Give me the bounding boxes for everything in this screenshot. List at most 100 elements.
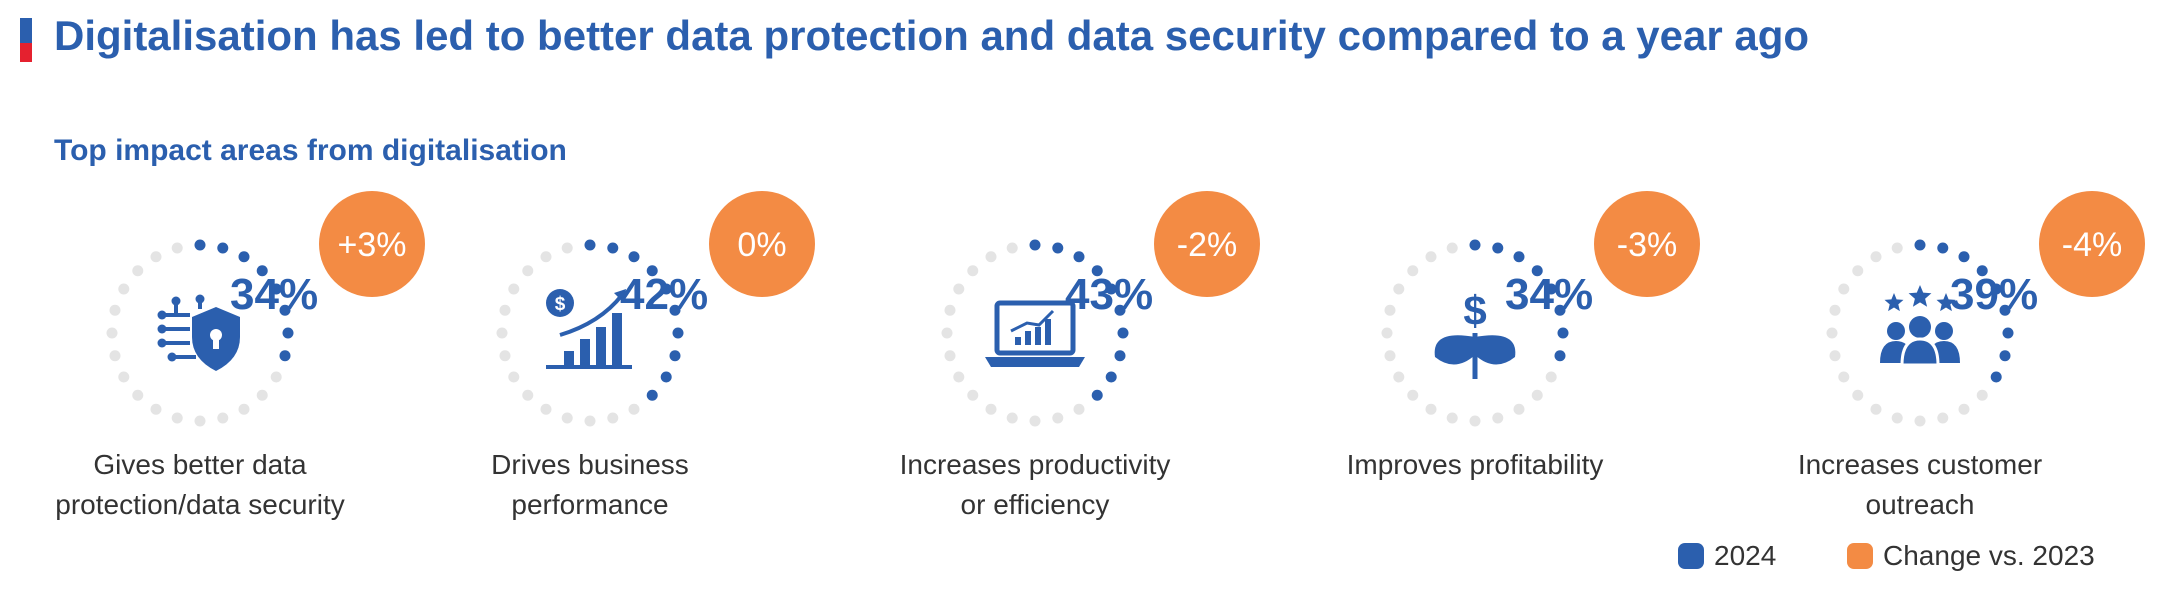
progress-dot-filled bbox=[1114, 350, 1126, 362]
star-shape bbox=[1936, 293, 1956, 312]
progress-dot-empty bbox=[1006, 242, 1018, 254]
circuit-node bbox=[157, 324, 167, 334]
category-label: Improves profitability bbox=[1295, 445, 1655, 485]
progress-dot-filled bbox=[1513, 251, 1525, 263]
laptop-bar bbox=[1025, 331, 1031, 345]
progress-dot-empty bbox=[1407, 389, 1419, 401]
chart-subtitle: Top impact areas from digitalisation bbox=[54, 134, 567, 167]
change-badge bbox=[1594, 191, 1700, 297]
progress-dot-filled bbox=[1052, 242, 1064, 254]
progress-dot-empty bbox=[109, 304, 121, 316]
progress-dot-empty bbox=[508, 371, 520, 383]
progress-dot-filled bbox=[669, 350, 681, 362]
progress-dot-filled bbox=[1999, 350, 2011, 362]
progress-dot-filled bbox=[1029, 239, 1041, 251]
progress-dot-filled bbox=[1557, 327, 1569, 339]
progress-dot-filled bbox=[660, 371, 672, 383]
progress-dot-empty bbox=[1073, 403, 1085, 415]
change-badge bbox=[1154, 191, 1260, 297]
growth-bar bbox=[612, 313, 622, 365]
progress-dot-empty bbox=[1381, 327, 1393, 339]
category-label-line: protection/data security bbox=[55, 489, 345, 520]
progress-dot-empty bbox=[540, 251, 552, 263]
progress-dot-filled bbox=[1554, 304, 1566, 316]
progress-dot-empty bbox=[1852, 265, 1864, 277]
category-label-line: outreach bbox=[1865, 489, 1975, 520]
laptop-trend-line bbox=[1010, 309, 1055, 333]
progress-dot-filled bbox=[194, 239, 206, 251]
progress-dot-empty bbox=[150, 251, 162, 263]
growth-chart-icon: $ bbox=[546, 289, 632, 369]
progress-dot-empty bbox=[607, 412, 619, 424]
progress-dot-filled bbox=[1073, 251, 1085, 263]
progress-dot-empty bbox=[150, 403, 162, 415]
progress-dot-filled bbox=[1105, 371, 1117, 383]
progress-dot-empty bbox=[171, 242, 183, 254]
person-head bbox=[1935, 322, 1953, 340]
progress-dot-filled bbox=[672, 327, 684, 339]
progress-dot-empty bbox=[1870, 251, 1882, 263]
impact-item: 34% +3% bbox=[106, 191, 425, 427]
progress-dot-filled bbox=[279, 304, 291, 316]
progress-dot-filled bbox=[1091, 389, 1103, 401]
progress-dot-empty bbox=[1384, 350, 1396, 362]
progress-dot-filled bbox=[660, 283, 672, 295]
keyhole-slot bbox=[213, 337, 219, 349]
circuit-node bbox=[157, 310, 167, 320]
change-badge bbox=[709, 191, 815, 297]
progress-dot-filled bbox=[1958, 251, 1970, 263]
progress-dot-filled bbox=[1114, 304, 1126, 316]
growth-arrow-head bbox=[614, 289, 626, 303]
progress-dot-empty bbox=[217, 412, 229, 424]
progress-dot-filled bbox=[270, 283, 282, 295]
progress-dot-filled bbox=[1554, 350, 1566, 362]
progress-dot-filled bbox=[279, 350, 291, 362]
progress-dot-empty bbox=[941, 327, 953, 339]
change-badge-text: -3% bbox=[1617, 226, 1677, 264]
progress-dot-empty bbox=[1870, 403, 1882, 415]
progress-dot-empty bbox=[1446, 242, 1458, 254]
progress-dot-filled bbox=[646, 389, 658, 401]
progress-dot-empty bbox=[540, 403, 552, 415]
progress-dot-empty bbox=[1958, 403, 1970, 415]
category-label-line: Improves profitability bbox=[1346, 449, 1604, 480]
progress-dot-empty bbox=[499, 304, 511, 316]
category-label: Increases productivity or efficiency bbox=[855, 445, 1215, 525]
plant-stem bbox=[1472, 333, 1478, 379]
progress-dot-empty bbox=[1531, 389, 1543, 401]
category-label: Gives better data protection/data securit… bbox=[20, 445, 380, 525]
progress-dot-empty bbox=[132, 265, 144, 277]
customers-stars-icon bbox=[1880, 285, 1960, 367]
progress-dot-filled bbox=[1990, 371, 2002, 383]
progress-dot-empty bbox=[1891, 242, 1903, 254]
value-label: 43% bbox=[1065, 270, 1153, 319]
value-label: 34% bbox=[1505, 270, 1593, 319]
progress-dot-empty bbox=[496, 327, 508, 339]
plant-leaf-right bbox=[1475, 335, 1516, 365]
progress-dot-filled bbox=[607, 242, 619, 254]
progress-dot-filled bbox=[238, 251, 250, 263]
progress-dot-empty bbox=[1513, 403, 1525, 415]
growth-bar bbox=[596, 327, 606, 365]
progress-dot-empty bbox=[499, 350, 511, 362]
progress-dot-empty bbox=[967, 389, 979, 401]
progress-dot-filled bbox=[584, 239, 596, 251]
growth-arrow-line bbox=[559, 293, 624, 337]
progress-dot-empty bbox=[1838, 283, 1850, 295]
circuit-node bbox=[157, 338, 167, 348]
progress-dot-filled bbox=[628, 251, 640, 263]
category-label-line: Increases productivity bbox=[899, 449, 1171, 480]
progress-dot-empty bbox=[171, 412, 183, 424]
progress-dot-empty bbox=[1492, 412, 1504, 424]
circuit-node bbox=[171, 296, 181, 306]
change-badge bbox=[319, 191, 425, 297]
progress-dot-empty bbox=[1425, 403, 1437, 415]
progress-dot-empty bbox=[106, 327, 118, 339]
progress-dot-empty bbox=[270, 371, 282, 383]
category-label-line: Increases customer bbox=[1797, 449, 2043, 480]
progress-dot-empty bbox=[109, 350, 121, 362]
impact-item: 39% -4% bbox=[1826, 191, 2145, 427]
growth-bar bbox=[580, 339, 590, 365]
progress-dot-filled bbox=[1914, 239, 1926, 251]
progress-dot-empty bbox=[1446, 412, 1458, 424]
